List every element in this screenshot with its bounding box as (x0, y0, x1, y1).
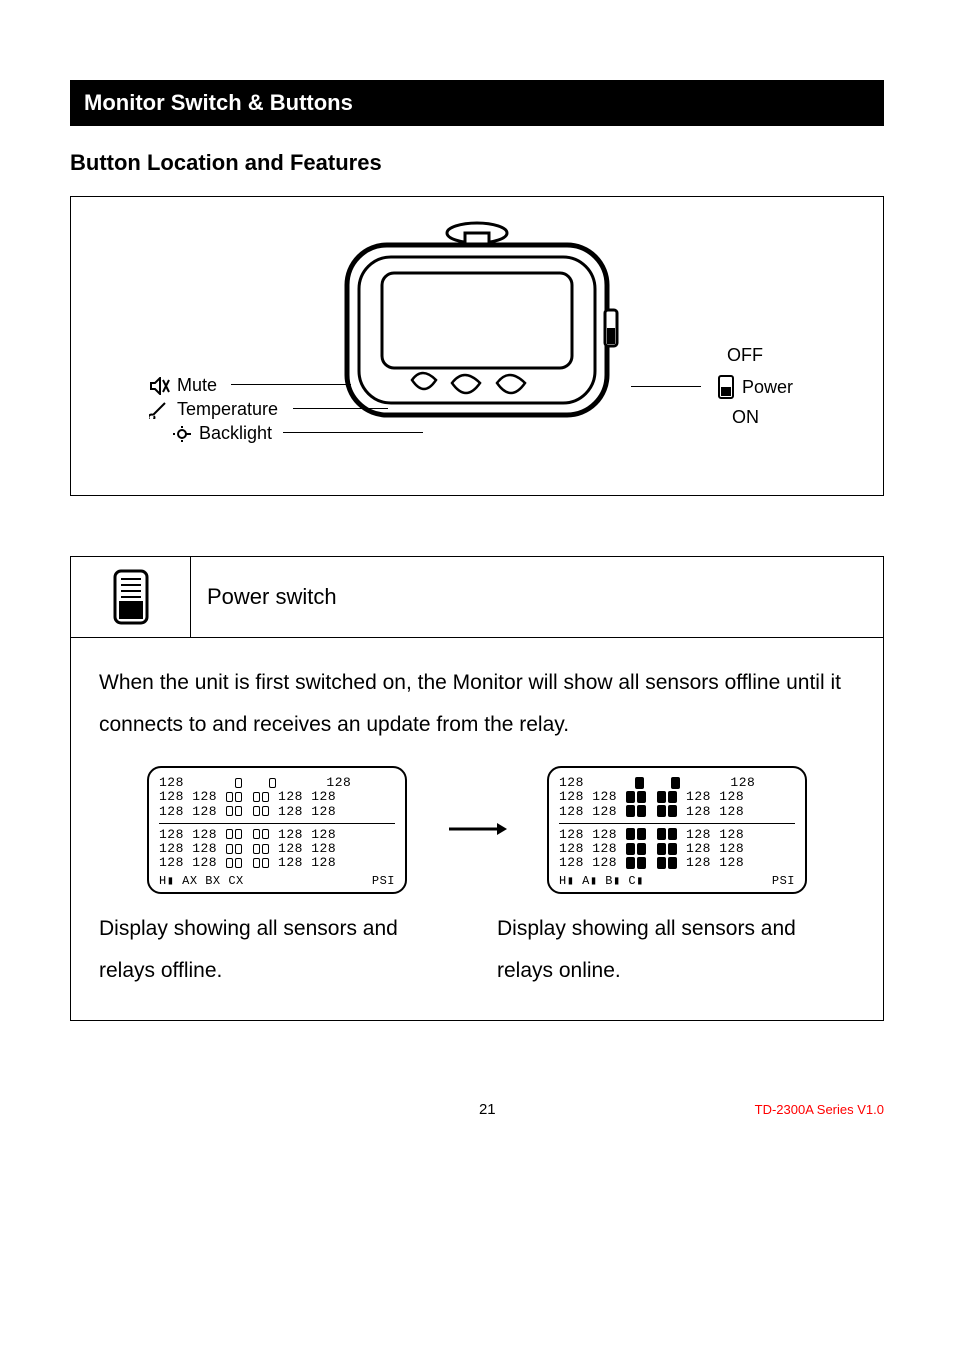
leader-temperature (293, 408, 388, 409)
power-switch-icon-cell (71, 557, 191, 637)
power-switch-description: When the unit is first switched on, the … (99, 662, 855, 746)
label-backlight: Backlight (171, 423, 272, 444)
label-mute: Mute (149, 375, 217, 396)
leader-mute (231, 384, 351, 385)
power-switch-title: Power switch (191, 557, 883, 637)
subheading-button-location: Button Location and Features (70, 150, 884, 176)
power-switch-icon (718, 375, 734, 399)
lcd-psi: PSI (372, 875, 395, 888)
label-mute-text: Mute (177, 375, 217, 396)
power-switch-large-icon (111, 569, 151, 625)
mute-icon (149, 377, 171, 395)
label-temperature: Temperature (149, 399, 278, 420)
lcd-psi: PSI (772, 875, 795, 888)
power-switch-panel: Power switch When the unit is first swit… (70, 556, 884, 1021)
arrow-icon (447, 802, 507, 858)
lcd-offline: 128 128 128 128 128 128 128 128 128 128 … (147, 766, 407, 894)
backlight-icon (171, 425, 193, 443)
caption-offline: Display showing all sensors and relays o… (99, 908, 457, 992)
section-header: Monitor Switch & Buttons (70, 80, 884, 126)
caption-online: Display showing all sensors and relays o… (497, 908, 855, 992)
lcd-offline-status: H▮ AX BX CX (159, 875, 244, 888)
page-footer: 21 TD-2300A Series V1.0 (70, 1101, 884, 1118)
doc-revision: TD-2300A Series V1.0 (755, 1102, 884, 1117)
label-on: ON (732, 407, 759, 428)
label-off: OFF (727, 345, 763, 366)
label-power-text: Power (742, 377, 793, 398)
display-comparison: 128 128 128 128 128 128 128 128 128 128 … (99, 766, 855, 894)
label-backlight-text: Backlight (199, 423, 272, 444)
lcd-online: 128 128 128 128 128 128 128 128 128 128 … (547, 766, 807, 894)
monitor-device-illustration (317, 215, 637, 450)
label-temperature-text: Temperature (177, 399, 278, 420)
leader-backlight (283, 432, 423, 433)
lcd-online-status: H▮ A▮ B▮ C▮ (559, 875, 644, 888)
thermometer-icon (149, 401, 171, 419)
page-number: 21 (220, 1101, 755, 1118)
device-diagram: Mute Temperature Backlight OFF Power ON (70, 196, 884, 496)
leader-power (631, 386, 701, 387)
label-power: Power (718, 375, 793, 399)
